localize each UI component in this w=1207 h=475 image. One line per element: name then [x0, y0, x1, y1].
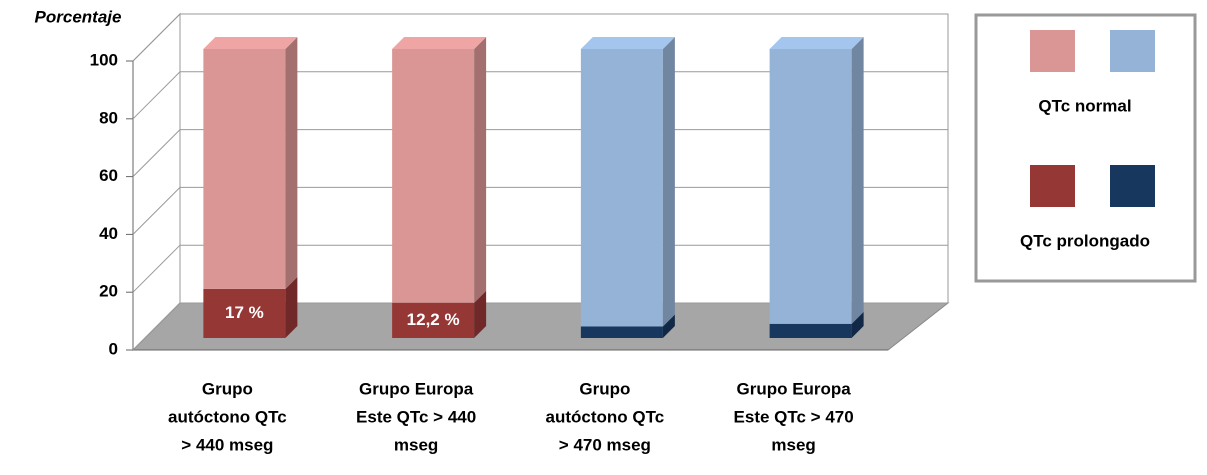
x-tick-label: Grupo [202, 379, 253, 398]
y-tick-label: 0 [109, 339, 118, 358]
x-tick-label: Grupo Europa [359, 379, 474, 398]
bar-segment [769, 323, 852, 338]
y-tick-label: 100 [90, 50, 118, 69]
grid-line [132, 71, 948, 120]
bar-segment [769, 49, 852, 324]
x-tick-label: mseg [771, 435, 815, 454]
x-tick-label: Grupo Europa [736, 379, 851, 398]
y-tick-label: 80 [99, 108, 118, 127]
bar-side [474, 37, 487, 303]
bar-segment [203, 49, 286, 289]
bar-side [851, 311, 864, 338]
bar-side [474, 290, 487, 338]
bar-top [203, 37, 298, 49]
bar-segment [203, 288, 286, 338]
value-label: 12,2 % [407, 310, 460, 329]
grid-line [132, 186, 948, 235]
legend-swatch [1110, 30, 1155, 72]
legend-label: QTc prolongado [1020, 231, 1150, 250]
bar-segment [392, 49, 475, 303]
bar-segment [580, 49, 663, 327]
x-tick-label: Este QTc > 470 [734, 407, 854, 426]
legend-swatch [1030, 165, 1075, 207]
bar-side [662, 314, 675, 338]
grid-line [132, 129, 948, 177]
side-wall [132, 12, 181, 352]
x-tick-label: > 440 mseg [181, 435, 273, 454]
y-tick-label: 40 [99, 224, 118, 243]
y-tick-label: 60 [99, 166, 118, 185]
legend-swatch [1030, 30, 1075, 72]
bar-top [392, 37, 487, 49]
x-tick-label: Este QTc > 440 [356, 407, 476, 426]
y-axis-label: Porcentaje [35, 7, 122, 26]
grid-line [132, 244, 948, 293]
bar-side [285, 37, 298, 289]
y-tick-label: 20 [99, 282, 118, 301]
legend-swatch [1110, 165, 1155, 207]
grid-line [132, 13, 948, 62]
bar-side [285, 276, 298, 338]
value-label: 17 % [225, 303, 264, 322]
bar-side [662, 37, 675, 327]
bar-segment [580, 326, 663, 338]
bar-side [851, 37, 864, 324]
grid-line [132, 302, 948, 351]
bar-segment [392, 302, 475, 338]
x-tick-label: mseg [394, 435, 438, 454]
bar-top [769, 37, 864, 49]
bar-top [580, 37, 675, 49]
x-tick-label: Grupo [579, 379, 630, 398]
x-tick-label: autóctono QTc [546, 407, 665, 426]
legend [974, 13, 1197, 283]
x-tick-label: autóctono QTc [168, 407, 287, 426]
x-tick-label: > 470 mseg [559, 435, 651, 454]
legend-label: QTc normal [1038, 96, 1131, 115]
